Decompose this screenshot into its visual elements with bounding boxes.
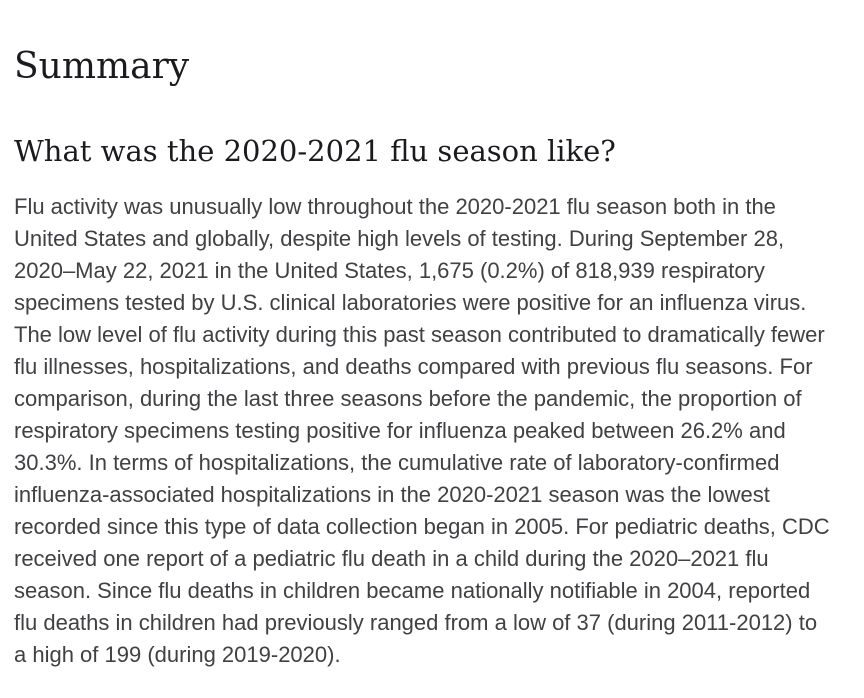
page-title: Summary bbox=[14, 46, 190, 87]
summary-paragraph: Flu activity was unusually low throughou… bbox=[14, 194, 830, 668]
section-heading: What was the 2020-2021 flu season like? bbox=[14, 134, 616, 169]
content-area: Summary What was the 2020-2021 flu seaso… bbox=[14, 46, 830, 668]
